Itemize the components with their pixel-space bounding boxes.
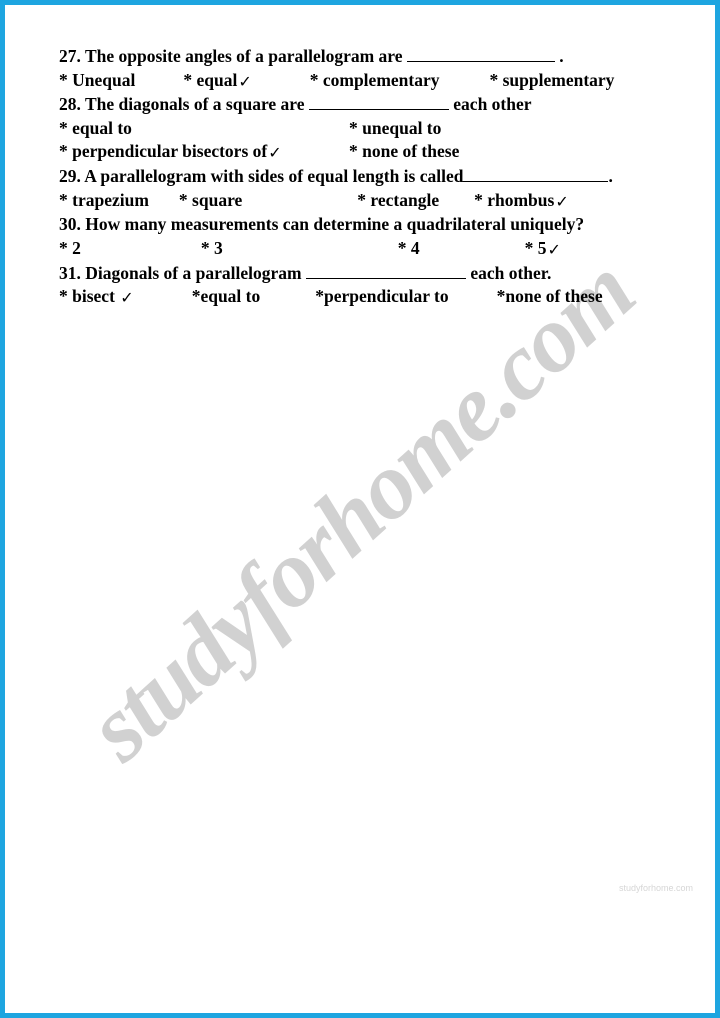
q30-opt-4: * 4	[398, 237, 420, 262]
question-27: 27. The opposite angles of a parallelogr…	[59, 45, 673, 69]
q28-number: 28	[59, 94, 77, 114]
q30-number: 30	[59, 214, 77, 234]
q29-opt-rectangle: * rectangle	[357, 189, 439, 214]
checkmark-icon: ✓	[555, 192, 568, 214]
q28-options-row2: * perpendicular bisectors of✓ * none of …	[59, 140, 673, 165]
q27-number: 27	[59, 46, 77, 66]
q31-blank	[306, 263, 466, 279]
q31-dot: .	[77, 263, 86, 283]
q29-number: 29	[59, 166, 77, 186]
q29-opt-rhombus: * rhombus✓	[474, 189, 569, 214]
checkmark-icon: ✓	[120, 288, 133, 310]
q31-text-before: Diagonals of a parallelogram	[85, 263, 306, 283]
q31-opt-none: *none of these	[497, 285, 603, 310]
q30-opt-5-label: * 5	[525, 238, 547, 258]
q31-opt-equal-to: *equal to	[192, 285, 261, 310]
q31-opt-bisect-label: * bisect	[59, 286, 115, 306]
q30-text-before: How many measurements can determine a qu…	[85, 214, 584, 234]
question-30: 30. How many measurements can determine …	[59, 213, 673, 237]
q29-opt-trapezium: * trapezium	[59, 189, 149, 214]
q27-opt-complementary: * complementary	[310, 69, 440, 94]
q31-opt-perpendicular-to: *perpendicular to	[315, 285, 448, 310]
q28-opt-none: * none of these	[349, 140, 459, 165]
q30-opt-5: * 5✓	[525, 237, 561, 262]
q31-options: * bisect ✓ *equal to *perpendicular to *…	[59, 285, 673, 310]
q29-text-before: A parallelogram with sides of equal leng…	[84, 166, 463, 186]
q31-number: 31	[59, 263, 77, 283]
q27-blank	[407, 46, 555, 62]
q30-opt-3: * 3	[201, 237, 223, 262]
q28-opt-perp-label: * perpendicular bisectors of	[59, 141, 267, 161]
questions-block: 27. The opposite angles of a parallelogr…	[59, 45, 673, 310]
page-container: studyforhome.com 27. The opposite angles…	[5, 5, 715, 1013]
q29-blank	[463, 166, 608, 182]
checkmark-icon: ✓	[238, 72, 251, 94]
q29-text-after: .	[608, 166, 612, 186]
question-31: 31. Diagonals of a parallelogram each ot…	[59, 262, 673, 286]
q30-dot: .	[77, 214, 86, 234]
q27-opt-equal-label: * equal	[183, 70, 237, 90]
q28-text-before: The diagonals of a square are	[85, 94, 309, 114]
question-28: 28. The diagonals of a square are each o…	[59, 93, 673, 117]
q27-options: * Unequal * equal✓ * complementary * sup…	[59, 69, 673, 94]
q28-opt-perp-bisectors: * perpendicular bisectors of✓	[59, 140, 349, 165]
watermark-text: studyforhome.com	[65, 236, 654, 782]
q28-dot: .	[77, 94, 85, 114]
checkmark-icon: ✓	[268, 143, 281, 165]
q27-opt-equal: * equal✓	[183, 69, 251, 94]
q30-options: * 2 * 3 * 4 * 5✓	[59, 237, 673, 262]
q31-text-after: each other.	[466, 263, 551, 283]
q28-blank	[309, 94, 449, 110]
small-credit-text: studyforhome.com	[619, 883, 693, 893]
q28-opt-unequal-to: * unequal to	[349, 117, 441, 141]
q27-text-before: The opposite angles of a parallelogram a…	[85, 46, 407, 66]
q29-options: * trapezium * square * rectangle * rhomb…	[59, 189, 673, 214]
q30-opt-2: * 2	[59, 237, 81, 262]
q29-opt-rhombus-label: * rhombus	[474, 190, 554, 210]
q27-text-after: .	[555, 46, 564, 66]
q28-options-row1: * equal to * unequal to	[59, 117, 673, 141]
q27-dot: .	[77, 46, 85, 66]
question-29: 29. A parallelogram with sides of equal …	[59, 165, 673, 189]
q28-opt-equal-to: * equal to	[59, 117, 349, 141]
q29-opt-square: * square	[179, 189, 242, 214]
q28-text-after: each other	[449, 94, 532, 114]
checkmark-icon: ✓	[548, 240, 561, 262]
q27-opt-unequal: * Unequal	[59, 69, 135, 94]
q31-opt-bisect: * bisect ✓	[59, 285, 134, 310]
q27-opt-supplementary: * supplementary	[490, 69, 615, 94]
